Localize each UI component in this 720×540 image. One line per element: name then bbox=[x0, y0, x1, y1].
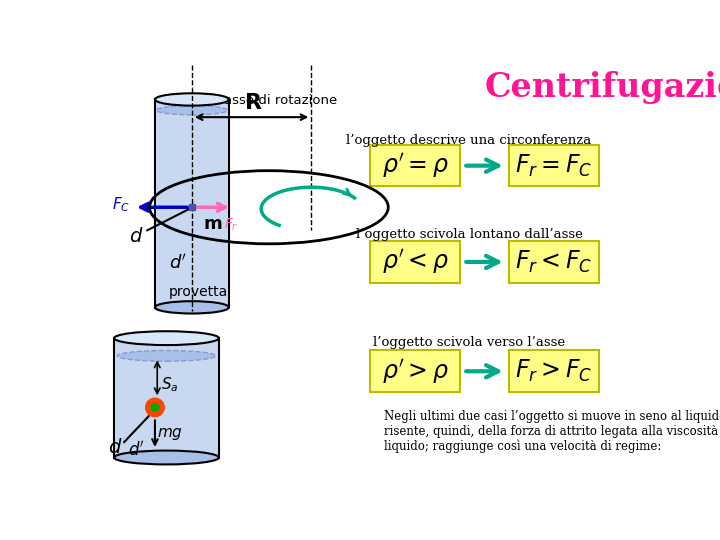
Text: $F_r$: $F_r$ bbox=[224, 217, 239, 233]
Text: $S_a$: $S_a$ bbox=[161, 375, 179, 394]
Text: $F_r > F_C$: $F_r > F_C$ bbox=[516, 358, 593, 384]
Text: $\rho' < \rho$: $\rho' < \rho$ bbox=[382, 247, 449, 276]
Ellipse shape bbox=[155, 301, 229, 314]
Ellipse shape bbox=[114, 450, 219, 464]
Text: $d'$: $d'$ bbox=[168, 254, 187, 273]
Text: l’oggetto descrive una circonferenza: l’oggetto descrive una circonferenza bbox=[346, 134, 592, 147]
Text: $d$: $d$ bbox=[108, 438, 122, 457]
Circle shape bbox=[151, 403, 159, 411]
Text: provetta: provetta bbox=[168, 285, 228, 299]
Bar bbox=[155, 99, 229, 307]
Ellipse shape bbox=[114, 331, 219, 345]
FancyBboxPatch shape bbox=[509, 241, 599, 283]
Bar bbox=[114, 338, 219, 457]
Text: $\rho' = \rho$: $\rho' = \rho$ bbox=[382, 151, 449, 180]
Bar bbox=[115, 356, 217, 450]
Text: Centrifugazione: Centrifugazione bbox=[485, 71, 720, 104]
Text: $\mathbf{m}$: $\mathbf{m}$ bbox=[204, 215, 222, 233]
Text: $mg$: $mg$ bbox=[157, 427, 183, 442]
Text: $F_C$: $F_C$ bbox=[112, 195, 130, 214]
Text: $d$: $d$ bbox=[129, 227, 144, 246]
Text: l’oggetto scivola lontano dall’asse: l’oggetto scivola lontano dall’asse bbox=[356, 228, 582, 241]
Text: l’oggetto scivola verso l’asse: l’oggetto scivola verso l’asse bbox=[373, 336, 565, 349]
Ellipse shape bbox=[156, 106, 228, 115]
Text: $F_r = F_C$: $F_r = F_C$ bbox=[516, 153, 593, 179]
FancyBboxPatch shape bbox=[509, 145, 599, 186]
Circle shape bbox=[145, 398, 164, 417]
Text: Negli ultimi due casi l’oggetto si muove in seno al liquido e
risente, quindi, d: Negli ultimi due casi l’oggetto si muove… bbox=[384, 410, 720, 454]
FancyBboxPatch shape bbox=[370, 145, 460, 186]
Text: $d'$: $d'$ bbox=[128, 440, 145, 460]
Text: $F_r < F_C$: $F_r < F_C$ bbox=[516, 249, 593, 275]
Ellipse shape bbox=[117, 350, 216, 361]
FancyBboxPatch shape bbox=[370, 350, 460, 392]
Bar bbox=[156, 110, 228, 301]
Ellipse shape bbox=[155, 93, 229, 106]
Text: R: R bbox=[245, 92, 262, 112]
Text: $\rho' > \rho$: $\rho' > \rho$ bbox=[382, 357, 449, 386]
FancyBboxPatch shape bbox=[509, 350, 599, 392]
Text: asse di rotazione: asse di rotazione bbox=[224, 94, 337, 107]
FancyBboxPatch shape bbox=[370, 241, 460, 283]
